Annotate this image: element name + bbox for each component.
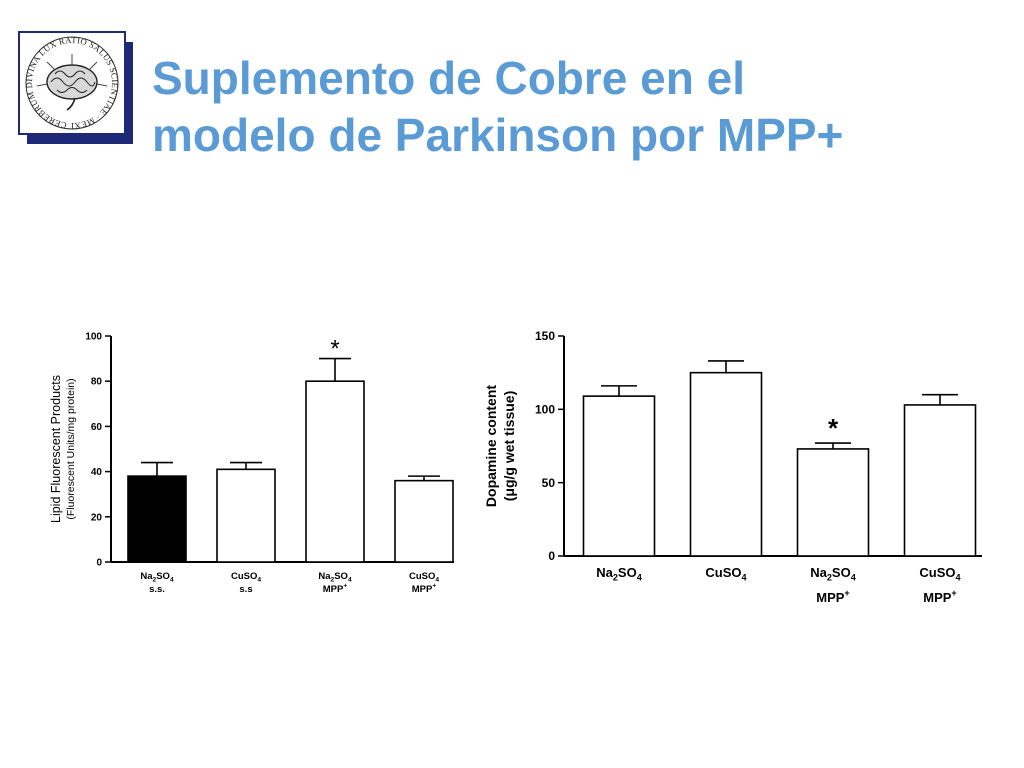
bar: [796, 448, 870, 557]
bar: [689, 371, 763, 557]
x-category-label: Na2SO4: [810, 565, 856, 582]
bar: [216, 468, 276, 563]
y-tick-label: 150: [535, 329, 555, 343]
y-tick-label: 80: [91, 377, 103, 388]
x-category-label: Na2SO4: [318, 571, 352, 583]
x-category-sublabel: MPP+: [816, 588, 849, 605]
significance-marker: *: [828, 413, 839, 443]
x-category-sublabel: MPP+: [412, 583, 437, 595]
x-category-label: CuSO4: [705, 565, 747, 582]
x-category-sublabel: s.s.: [149, 584, 165, 595]
brain-icon: [36, 54, 108, 111]
x-category-sublabel: MPP+: [323, 583, 348, 595]
y-tick-label: 50: [542, 476, 556, 490]
y-tick-label: 0: [548, 549, 555, 563]
bar: [305, 380, 365, 563]
y-axis-title: Dopamine content: [483, 385, 499, 507]
y-axis-subtitle: (Fluorescent Units/mg protein): [65, 378, 77, 519]
x-category-label: Na2SO4: [596, 565, 642, 582]
logo-seal: CEREBRUM DIVINA LUX RATIO SALUS SCIENTIA…: [14, 22, 133, 144]
y-tick-label: 100: [85, 332, 102, 343]
x-category-label: CuSO4: [919, 565, 961, 582]
x-category-sublabel: MPP+: [923, 588, 956, 605]
bar: [582, 395, 656, 557]
dopamine-content-chart: 0 50 100 150 Na2SO4 CuSO4 * Na2SO4 MPP+ CuSO4 MPP+…: [483, 329, 982, 605]
significance-marker: *: [330, 336, 339, 363]
y-axis-subtitle: (μg/g wet tissue): [501, 391, 517, 501]
lipid-fluorescence-chart: 020406080100Na2SO4s.s.CuSO4s.s*Na2SO4MPP…: [49, 332, 454, 595]
bar: [127, 475, 187, 563]
slide-title-line-1: Suplemento de Cobre en el: [152, 52, 745, 104]
x-category-label: Na2SO4: [140, 571, 174, 583]
y-tick-label: 20: [91, 512, 103, 523]
x-category-label: CuSO4: [231, 571, 261, 583]
x-category-sublabel: s.s: [239, 584, 252, 595]
bar: [394, 479, 454, 563]
slide-title: Suplemento de Cobre en el modelo de Park…: [152, 50, 843, 164]
x-category-label: CuSO4: [409, 571, 439, 583]
y-tick-label: 40: [91, 467, 103, 478]
slide-title-line-2: modelo de Parkinson por MPP+: [152, 109, 844, 161]
y-tick-label: 60: [91, 422, 103, 433]
y-tick-label: 0: [96, 558, 102, 569]
bar: [903, 404, 977, 557]
y-tick-label: 100: [535, 403, 555, 417]
institute-logo: CEREBRUM DIVINA LUX RATIO SALUS SCIENTIA…: [14, 22, 135, 146]
y-axis-title: Lipid Fluorescent Products: [49, 375, 63, 523]
